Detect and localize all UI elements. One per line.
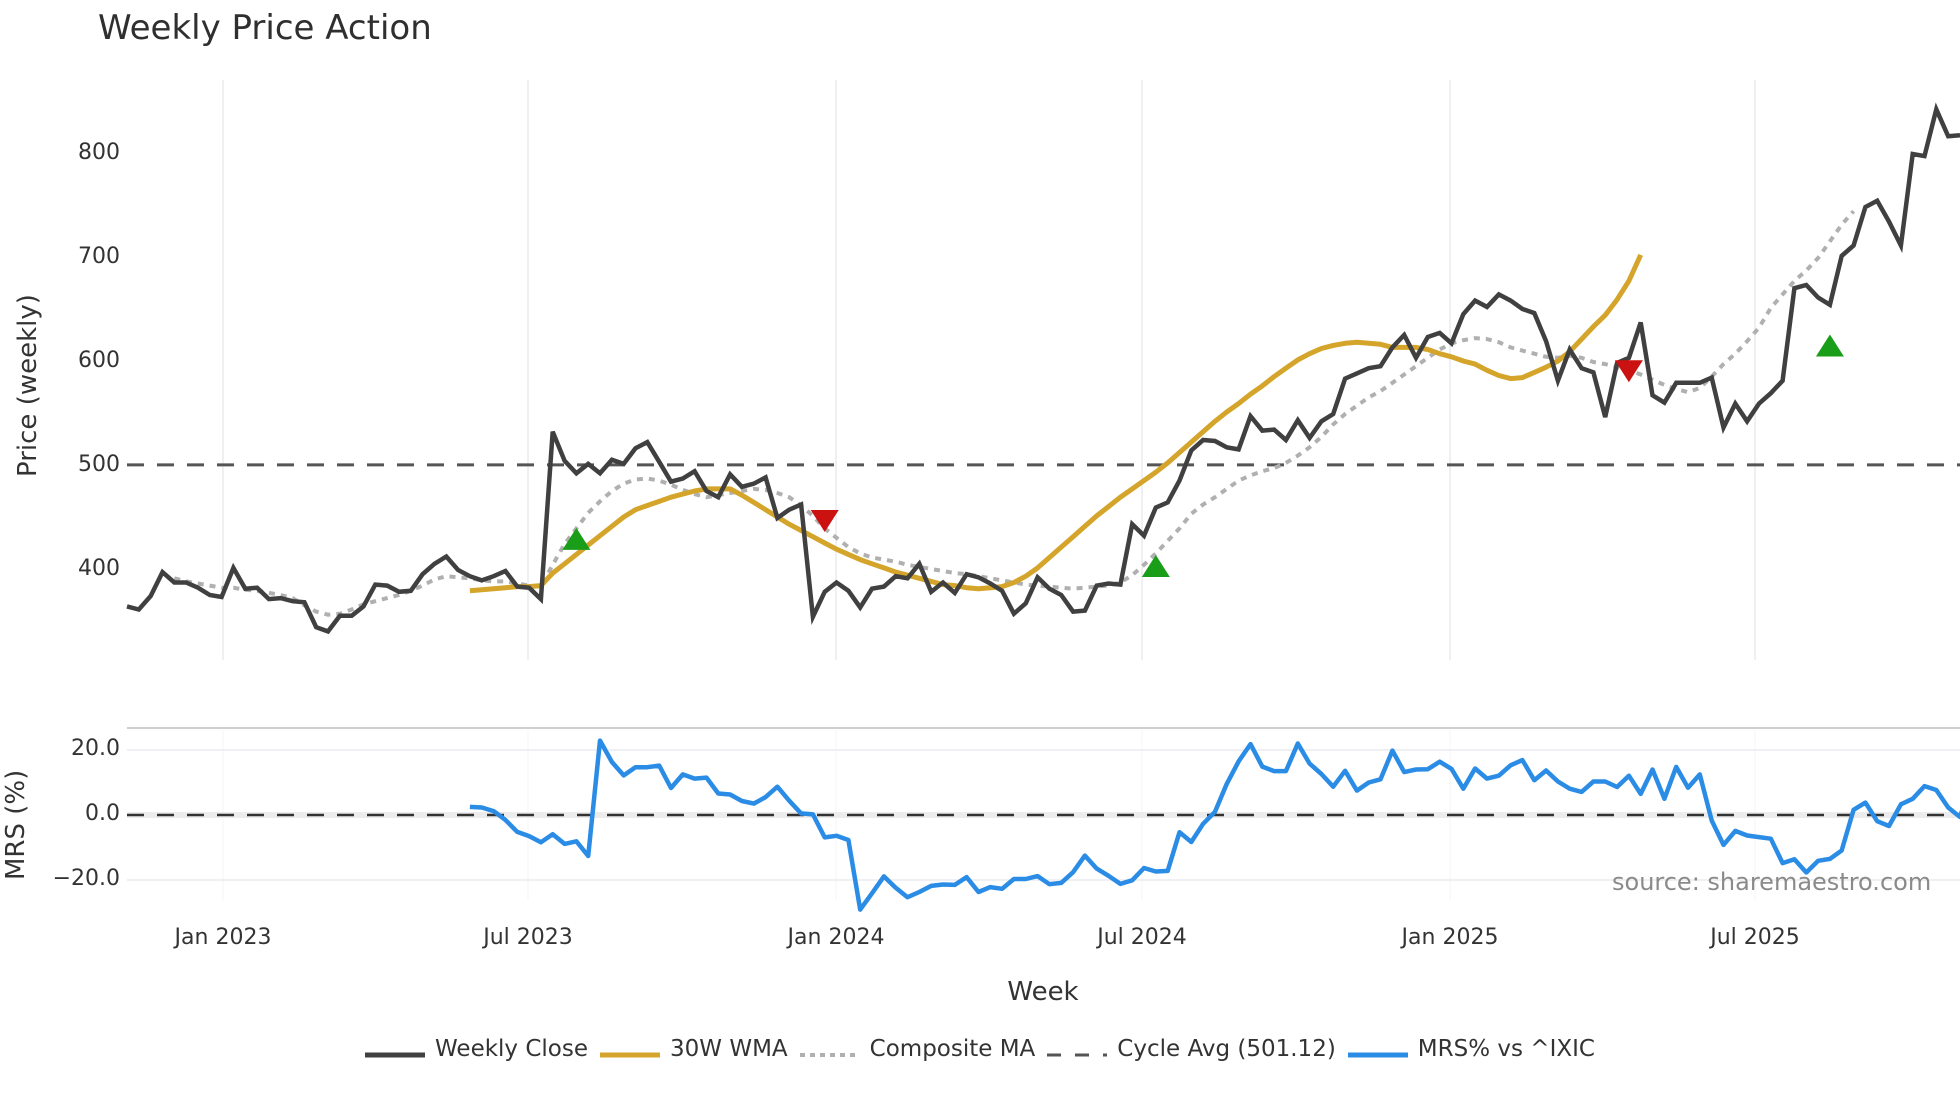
chart-canvas xyxy=(126,80,1960,912)
price-panel xyxy=(126,102,1960,635)
xtick-jan-2025: Jan 2025 xyxy=(1401,925,1499,950)
price-ytick-700: 700 xyxy=(78,244,120,269)
xtick-jan-2023: Jan 2023 xyxy=(174,925,272,950)
sell-signal-triangle-down-icon xyxy=(1614,360,1643,383)
legend-item-mrs[interactable]: MRS% vs ^IXIC xyxy=(1347,1036,1595,1062)
mrs-ytick-neg20: −20.0 xyxy=(52,866,120,891)
wma-swatch-icon xyxy=(600,1042,661,1058)
legend-item-cycle-avg[interactable]: Cycle Avg (501.12) xyxy=(1047,1036,1336,1062)
sell-signal-triangle-down-icon xyxy=(810,510,839,532)
mrs-panel xyxy=(127,738,1960,912)
price-ytick-600: 600 xyxy=(78,348,120,373)
composite-swatch-icon xyxy=(799,1042,860,1057)
legend-label: Cycle Avg (501.12) xyxy=(1117,1036,1336,1062)
legend-label: 30W WMA xyxy=(670,1036,788,1062)
xtick-jan-2024: Jan 2024 xyxy=(787,925,885,950)
legend-item-weekly-close[interactable]: Weekly Close xyxy=(365,1036,588,1062)
buy-signal-triangle-up-icon xyxy=(1141,554,1170,577)
xaxis-label: Week xyxy=(1007,977,1079,1007)
legend-item-30w-wma[interactable]: 30W WMA xyxy=(600,1036,788,1062)
gridlines xyxy=(127,80,1960,900)
cycle-avg-swatch-icon xyxy=(1047,1042,1108,1057)
buy-signal-triangle-up-icon xyxy=(1815,334,1844,357)
chart-title: Weekly Price Action xyxy=(98,8,432,48)
mrs-ytick-20: 20.0 xyxy=(71,736,120,761)
price-ytick-800: 800 xyxy=(78,140,120,165)
mrs-ytick-0: 0.0 xyxy=(85,801,120,826)
legend: Weekly Close 30W WMA Composite MA Cycle … xyxy=(0,1036,1960,1062)
weekly-close-swatch-icon xyxy=(365,1042,426,1058)
legend-item-composite-ma[interactable]: Composite MA xyxy=(799,1036,1036,1062)
price-ytick-500: 500 xyxy=(78,452,120,477)
legend-label: Weekly Close xyxy=(435,1036,589,1062)
legend-label: MRS% vs ^IXIC xyxy=(1417,1036,1595,1062)
legend-label: Composite MA xyxy=(869,1036,1036,1062)
xtick-jul-2023: Jul 2023 xyxy=(483,925,573,950)
xtick-jul-2024: Jul 2024 xyxy=(1097,925,1187,950)
mrs-swatch-icon xyxy=(1347,1042,1408,1058)
source-watermark: source: sharemaestro.com xyxy=(1612,868,1932,896)
price-ytick-400: 400 xyxy=(78,556,120,581)
xtick-jul-2025: Jul 2025 xyxy=(1710,925,1800,950)
buy-signal-triangle-up-icon xyxy=(562,527,591,550)
